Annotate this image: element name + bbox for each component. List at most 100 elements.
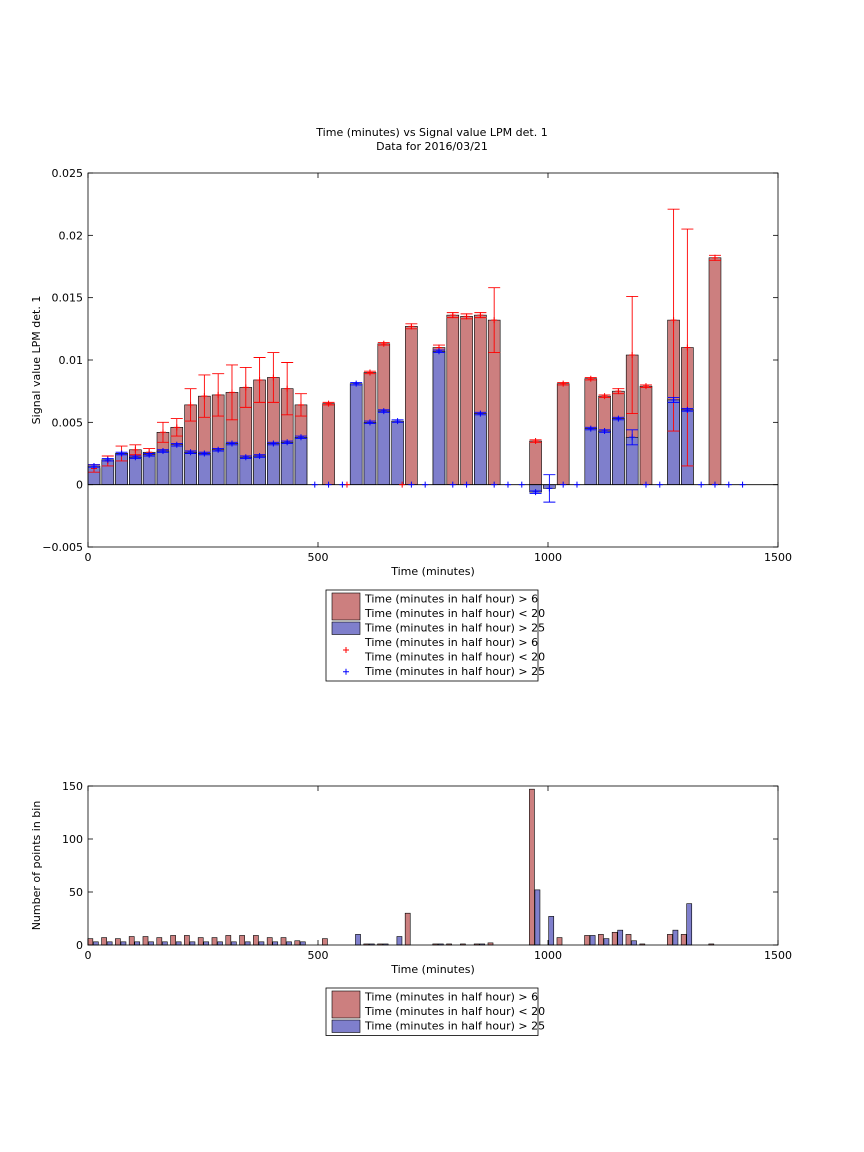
- red-marker: [215, 391, 222, 398]
- blue-marker: [366, 419, 373, 426]
- blue-marker: [449, 481, 456, 488]
- blue-bar: [198, 453, 211, 485]
- chart-title-line1: Time (minutes) vs Signal value LPM det. …: [315, 126, 547, 139]
- y-tick-label: 0.005: [52, 416, 84, 429]
- y-tick-label: 150: [62, 780, 83, 793]
- blue-marker: [739, 481, 746, 488]
- red-marker: [159, 429, 166, 436]
- blue-count-bar: [148, 941, 154, 946]
- red-marker: [228, 389, 235, 396]
- blue-marker: [242, 454, 249, 461]
- red-count-bar: [556, 937, 563, 946]
- legend-label: Time (minutes in half hour) > 6: [364, 991, 538, 1004]
- plot-frame: [87, 785, 779, 946]
- legend-swatch: [331, 990, 361, 1019]
- y-tick-label: 100: [62, 833, 83, 846]
- red-marker: [463, 313, 470, 320]
- blue-marker: [270, 440, 277, 447]
- red-marker: [399, 481, 406, 488]
- blue-bar: [363, 422, 377, 485]
- blue-marker: [256, 452, 263, 459]
- blue-count-bar: [548, 916, 555, 946]
- blue-marker: [325, 481, 332, 488]
- x-tick-label: 1000: [534, 949, 562, 962]
- red-count-bar: [239, 935, 245, 946]
- legend-label: Time (minutes in half hour) > 25: [364, 1020, 545, 1033]
- blue-marker: [725, 481, 732, 488]
- blue-marker: [477, 410, 484, 417]
- blue-marker: [546, 485, 553, 492]
- blue-count-bar: [203, 941, 210, 946]
- blue-bar: [584, 428, 598, 485]
- blue-count-bar: [106, 941, 113, 946]
- blue-count-bar: [355, 934, 361, 946]
- blue-bar: [598, 430, 611, 485]
- red-count-bar: [611, 931, 618, 946]
- blue-marker: [587, 425, 594, 432]
- x-tick-label: 500: [308, 551, 329, 564]
- red-bar: [556, 383, 570, 485]
- blue-marker: [560, 481, 567, 488]
- red-marker: [380, 340, 387, 347]
- red-marker: [325, 400, 332, 407]
- blue-marker: [532, 489, 539, 496]
- blue-bar: [184, 451, 197, 485]
- blue-marker: [408, 481, 415, 488]
- blue-marker: [284, 439, 291, 446]
- red-marker: [711, 254, 718, 261]
- legend-label: Time (minutes in half hour) > 25: [364, 622, 545, 635]
- blue-marker: [491, 481, 498, 488]
- red-bar: [446, 314, 460, 485]
- blue-count-bar: [534, 889, 541, 946]
- blue-marker: [132, 454, 139, 461]
- y-axis-label: Number of points in bin: [30, 801, 43, 931]
- red-count-bar: [184, 935, 190, 946]
- blue-count-bar: [244, 941, 251, 946]
- blue-count-bar: [603, 938, 610, 946]
- blue-marker: [698, 481, 705, 488]
- red-marker: [284, 385, 291, 392]
- red-count-bar: [625, 934, 632, 946]
- blue-bar: [225, 443, 239, 485]
- red-marker: [366, 369, 373, 376]
- red-marker: [297, 401, 304, 408]
- blue-bar: [432, 350, 446, 485]
- red-bar: [529, 440, 542, 485]
- legend-label: Time (minutes in half hour) < 20: [364, 1005, 545, 1018]
- red-count-bar: [280, 937, 287, 946]
- blue-count-bar: [92, 941, 99, 946]
- red-marker: [684, 344, 691, 351]
- blue-marker: [601, 428, 608, 435]
- y-tick-label: 0.01: [59, 354, 84, 367]
- blue-marker: [422, 481, 429, 488]
- blue-marker: [159, 448, 166, 455]
- count-chart: 0 500 1000 1500 0 50 100 150 Time (minutes) Numbe…: [30, 780, 792, 1036]
- x-tick-label: 1500: [764, 551, 792, 564]
- x-tick-label: 1000: [534, 551, 562, 564]
- blue-count-bar: [631, 940, 637, 946]
- blue-bar: [211, 449, 225, 485]
- blue-count-bar: [161, 941, 168, 946]
- x-tick-label: 500: [308, 949, 329, 962]
- blue-bar: [280, 441, 294, 485]
- blue-marker: [118, 450, 125, 457]
- red-marker: [270, 374, 277, 381]
- red-bar: [322, 403, 335, 485]
- blue-count-bar: [672, 929, 679, 946]
- red-marker: [201, 393, 208, 400]
- red-marker: [587, 375, 594, 382]
- red-count-bar: [101, 937, 107, 946]
- blue-bar: [474, 413, 487, 485]
- red-count-bar: [142, 936, 149, 946]
- blue-marker: [642, 481, 649, 488]
- red-marker: [642, 383, 649, 390]
- legend-label: Time (minutes in half hour) > 6: [364, 593, 538, 606]
- red-bar: [405, 326, 418, 485]
- red-count-bar: [87, 938, 94, 946]
- blue-marker: [435, 348, 442, 355]
- blue-marker: [684, 406, 691, 413]
- red-count-bar: [598, 934, 604, 946]
- y-tick-label: 0: [76, 939, 83, 952]
- blue-marker: [146, 451, 153, 458]
- legend-swatch: [331, 621, 361, 635]
